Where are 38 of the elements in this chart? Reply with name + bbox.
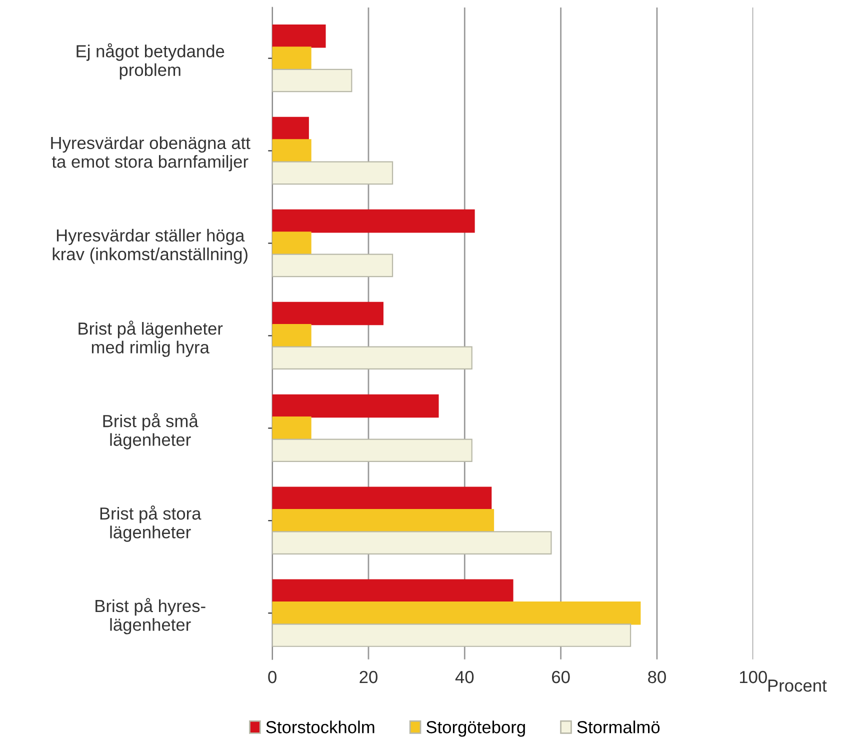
y-tick-label: Ej något betydande problem [76, 43, 224, 80]
x-tick-label: 0 [268, 670, 276, 684]
y-tick-label: Brist på små lägenheter [103, 413, 198, 450]
bar [272, 254, 394, 278]
x-tick-label: 80 [648, 670, 666, 684]
y-tick-label: Brist på hyres- lägenheter [96, 598, 206, 634]
bar [272, 624, 632, 647]
y-tick-label: Hyresvärdar obenägna att ta emot stora barnfamiljer [51, 136, 250, 172]
bar [272, 116, 309, 140]
bar [272, 394, 439, 418]
y-tick-label: Brist på lägenheter med rimlig hyra [78, 320, 223, 357]
bar [272, 531, 552, 554]
x-tick-label: 100 [740, 670, 767, 684]
x-tick-label: 60 [552, 670, 570, 684]
bar [272, 46, 312, 70]
bar [272, 302, 384, 326]
bar [272, 416, 312, 440]
bar [272, 508, 494, 532]
bar [272, 209, 475, 233]
bar [272, 579, 514, 603]
bar [272, 139, 312, 162]
bar [272, 601, 641, 625]
bar [272, 24, 326, 48]
x-axis-title: Procent [768, 680, 827, 692]
y-tick-label: Hyresvärdar ställer höga krav (inkomst/anställning) [52, 228, 248, 264]
bar [272, 438, 472, 462]
x-tick-label: 20 [360, 670, 378, 684]
bar [272, 161, 394, 185]
bar [272, 346, 472, 370]
bar [272, 486, 492, 510]
x-tick-label: 40 [455, 670, 474, 684]
bar [272, 232, 312, 255]
y-tick-label: Brist på stora lägenheter [100, 506, 202, 542]
legend-label: Storgöteborg [426, 720, 525, 737]
bar [272, 324, 312, 348]
bar [272, 68, 352, 92]
legend-label: Stormalmö [577, 720, 660, 734]
legend-label: Storstockholm [266, 720, 374, 734]
